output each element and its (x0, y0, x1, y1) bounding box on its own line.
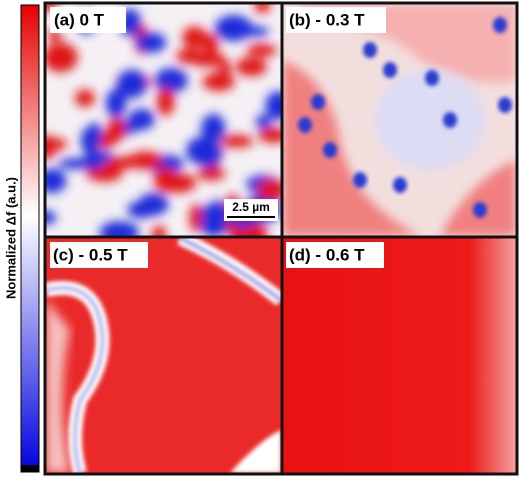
domain (256, 179, 281, 201)
panel-label: (c) - 0.5 T (53, 245, 128, 264)
panel-label: (d) - 0.6 T (289, 245, 365, 264)
domain (175, 48, 205, 64)
domain (246, 43, 277, 57)
domain (298, 117, 312, 133)
panel-label: (b) - 0.3 T (289, 10, 365, 29)
colorbar-label: Normalized Δf (a.u.) (3, 177, 18, 299)
domain (46, 42, 78, 73)
domain (200, 214, 228, 236)
label-box (286, 242, 384, 268)
domain (220, 134, 254, 148)
scale-box (224, 199, 278, 221)
domain (186, 136, 219, 165)
domain (128, 108, 155, 130)
scale-bar-label: 2.5 µm (232, 200, 270, 214)
domain (255, 114, 272, 130)
domain (218, 60, 232, 76)
domain (265, 91, 281, 121)
domain (353, 172, 367, 188)
domain (363, 42, 377, 58)
domain (105, 89, 127, 118)
domain (254, 4, 271, 14)
domain (107, 156, 144, 169)
domain (127, 201, 155, 219)
domain (196, 168, 226, 181)
domain (80, 126, 100, 155)
label-box (50, 242, 148, 268)
domain (84, 151, 103, 171)
colorbar (20, 4, 40, 473)
domain (425, 70, 439, 86)
domain (74, 89, 95, 107)
domain (202, 72, 235, 91)
domain (46, 137, 68, 152)
domain (235, 57, 267, 77)
domain (443, 112, 457, 128)
colorbar-end (21, 465, 39, 472)
panel-c-walls (46, 238, 281, 473)
panel-d (283, 238, 516, 473)
domain (258, 127, 281, 143)
domain (323, 142, 337, 158)
domain (154, 67, 188, 93)
domain (200, 114, 226, 143)
domain (498, 97, 512, 113)
domain (151, 225, 166, 236)
panel-label: (a) 0 T (54, 10, 105, 29)
domain (99, 221, 140, 236)
domain (311, 94, 325, 110)
domain (156, 87, 175, 116)
domain (135, 32, 167, 53)
domain (473, 202, 487, 218)
domain (189, 203, 202, 232)
domain (154, 167, 177, 193)
label-box (286, 7, 386, 33)
domain (182, 26, 208, 49)
domain (46, 168, 67, 194)
domain (493, 17, 507, 33)
domain (46, 210, 57, 225)
domain (214, 15, 253, 42)
domain (116, 69, 148, 99)
domain (383, 62, 397, 78)
domain (393, 177, 407, 193)
label-box (50, 7, 126, 33)
domain (107, 117, 126, 142)
domain (202, 33, 219, 56)
